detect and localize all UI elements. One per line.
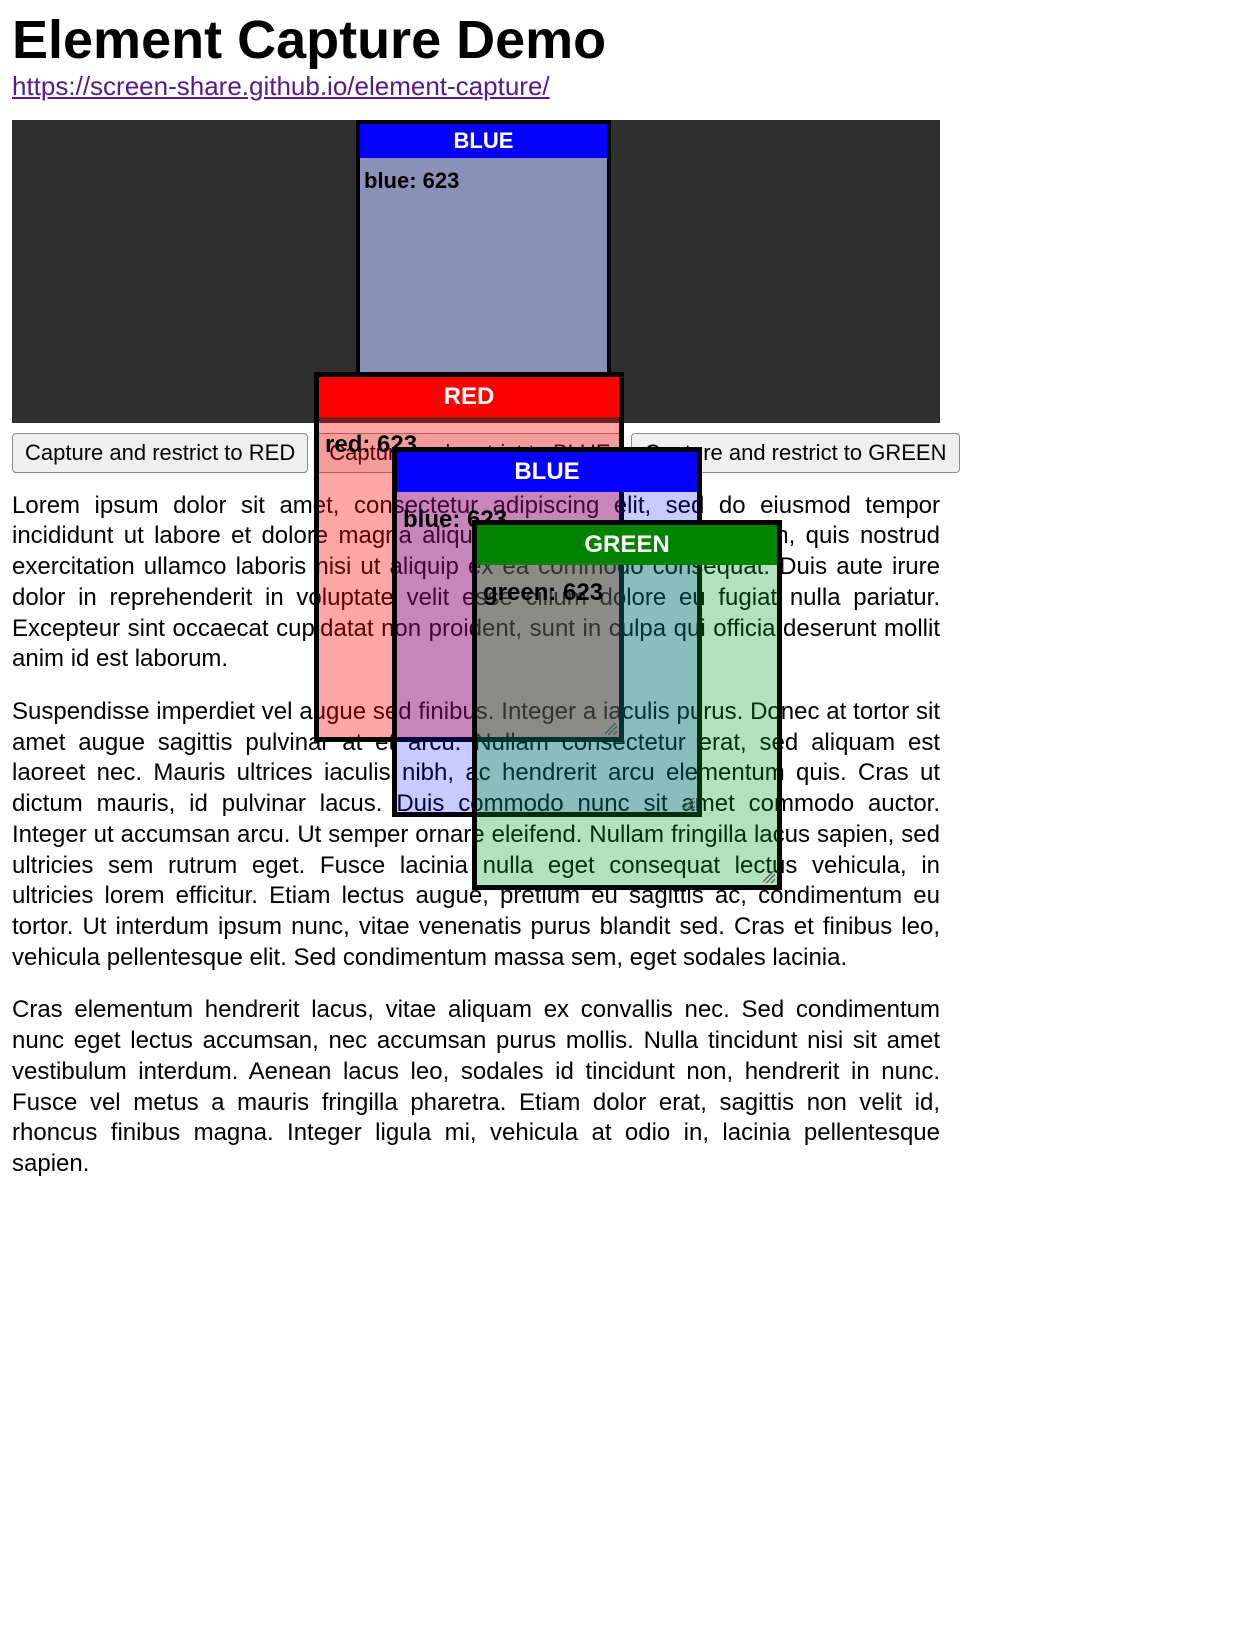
- body-paragraph-3: Cras elementum hendrerit lacus, vitae al…: [12, 995, 940, 1179]
- page-title: Element Capture Demo: [12, 12, 1237, 69]
- resize-grip-icon[interactable]: [763, 871, 775, 883]
- blue-card-header: BLUE: [397, 452, 697, 492]
- preview-card-header: BLUE: [360, 124, 607, 158]
- green-status-text: green: 623: [483, 579, 603, 606]
- preview-status-text: blue: 623: [364, 168, 459, 193]
- green-card[interactable]: GREEN green: 623: [472, 520, 782, 890]
- red-card-header: RED: [319, 377, 619, 417]
- green-card-body: green: 623: [477, 565, 777, 885]
- capture-red-button[interactable]: Capture and restrict to RED: [12, 433, 308, 473]
- green-card-header: GREEN: [477, 525, 777, 565]
- spec-link[interactable]: https://screen-share.github.io/element-c…: [12, 71, 550, 102]
